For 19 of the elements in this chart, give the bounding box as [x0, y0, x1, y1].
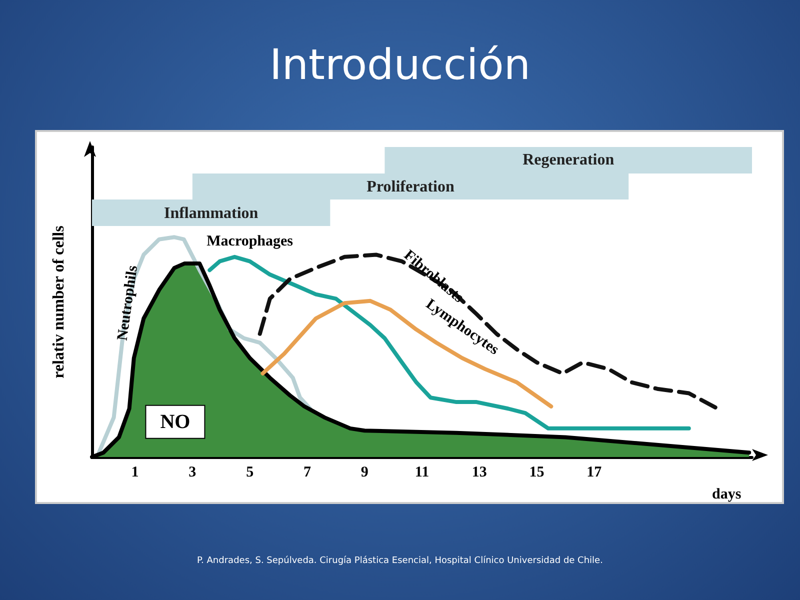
x-tick-label: 17 [586, 464, 602, 480]
y-axis-title: relativ number of cells [50, 226, 68, 378]
x-tick-label: 11 [414, 464, 430, 480]
x-tick-label: 13 [472, 464, 487, 480]
band-label: Proliferation [366, 178, 454, 196]
x-tick-label: 7 [303, 464, 312, 480]
series-label: NO [160, 410, 190, 433]
x-tick-label: 5 [246, 464, 254, 480]
x-tick-label: 15 [529, 464, 544, 480]
series-label: Macrophages [206, 234, 294, 250]
x-axis-title: days [712, 486, 742, 502]
x-tick-label: 1 [131, 464, 139, 480]
chart-title: Introducción [268, 40, 532, 89]
band-label: Regeneration [522, 152, 614, 168]
x-tick-label: 3 [188, 464, 196, 480]
x-tick-label: 9 [360, 464, 368, 480]
text: Neutrophils [114, 264, 142, 342]
band-label: Inflammation [164, 205, 258, 222]
text: P. Andrades, S. Sepúlveda. Cirugía Plástica Esencial, Hospital Clínico Universidad de Chile. [196, 556, 604, 566]
